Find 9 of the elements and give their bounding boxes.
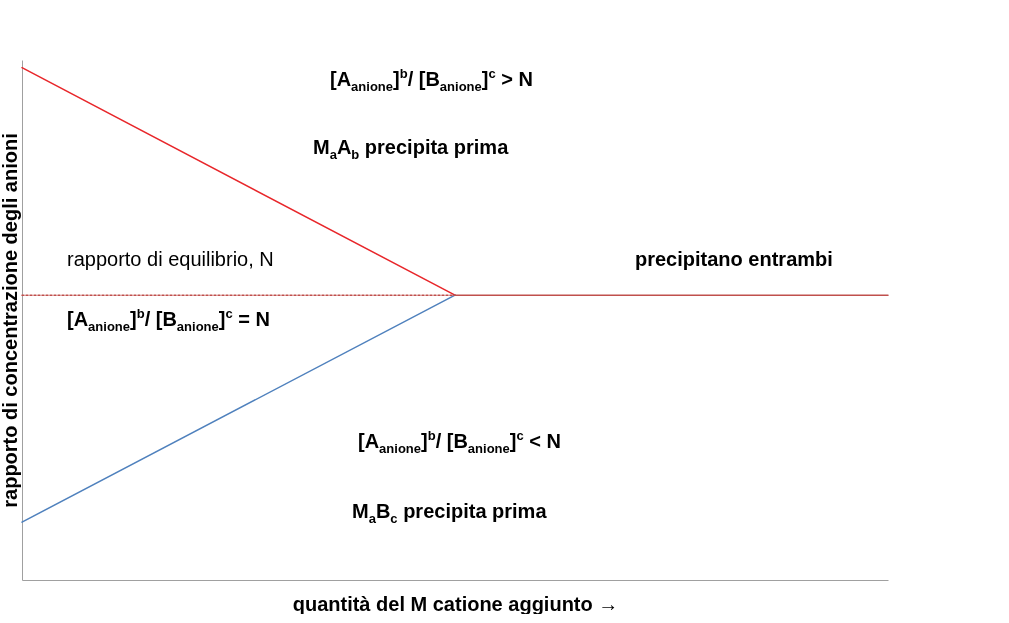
annotation: precipitano entrambi: [635, 248, 833, 271]
text: [A$_{anione}$]$^{b}$/ [B$_{anione}$]$^{c}$ > N: [330, 66, 533, 94]
text: [A$_{anione}$]$^{b}$/ [B$_{anione}$]$^{c}$ < N: [358, 428, 561, 456]
x-axis-title: quantità del M catione aggiunto →: [292, 592, 619, 615]
text: [A$_{anione}$]$^{b}$/ [B$_{anione}$]$^{c}$ = N: [67, 306, 270, 334]
annotation: rapporto di equilibrio, N: [67, 248, 274, 271]
y-axis-title: rapporto di concentrazione degli anioni: [0, 133, 21, 508]
annotation: M$_{a}$A$_{b}$ precipita prima: [313, 136, 509, 162]
annotation: M$_{a}$B$_{c}$ precipita prima: [352, 500, 547, 526]
